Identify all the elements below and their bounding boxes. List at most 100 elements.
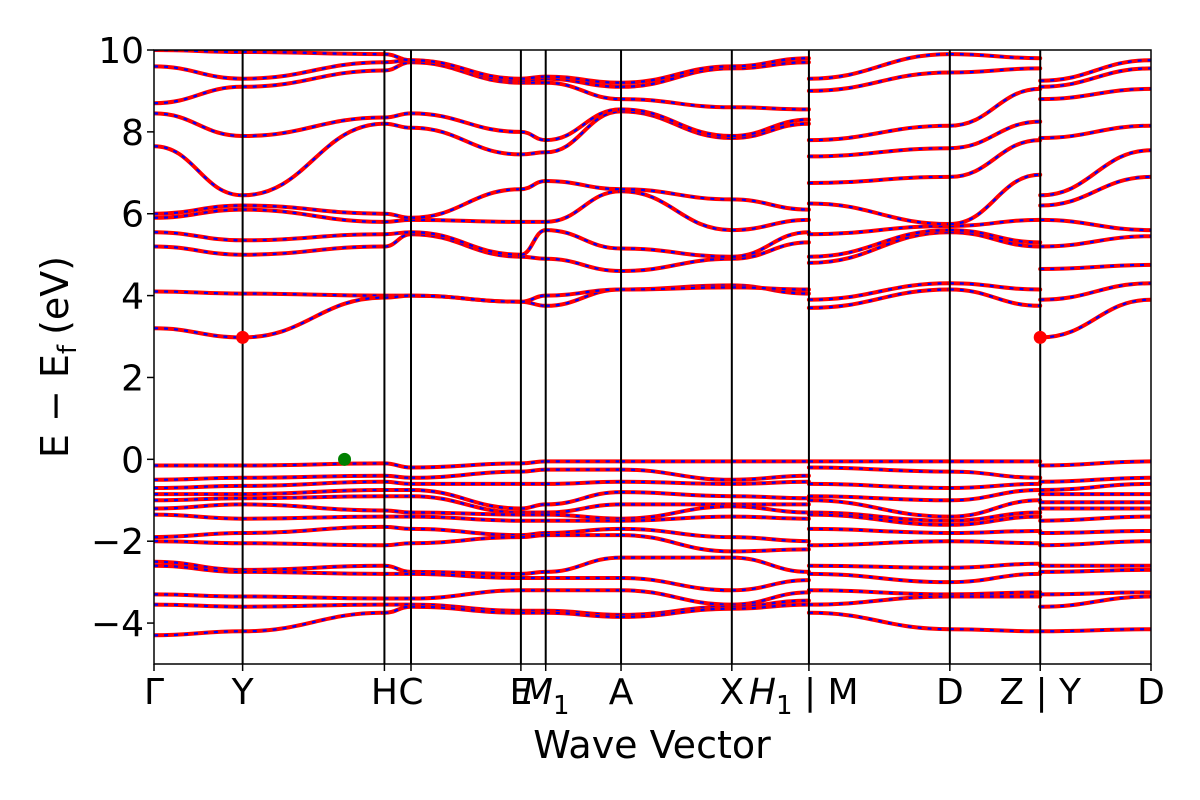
band-1-22-overlay [242,595,385,600]
band-1-10-overlay [242,50,385,56]
y-axis-title-main: E − E [33,354,77,458]
band-9-14-overlay [949,488,1041,502]
y-tick-label-1: −2 [91,522,144,563]
band-6-9 [619,66,734,89]
band-2-10-overlay [384,53,412,62]
band-8-21-overlay [808,572,950,584]
band-6-2 [619,256,734,273]
band-8-9-overlay [808,71,950,92]
band-7-13 [729,479,811,486]
x-tick-label-8-suffix: | M [793,672,859,713]
band-0-20-overlay [154,560,243,571]
x-tick-label-8-sub: 1 [776,691,793,721]
x-tick-label-1: Y [231,672,255,713]
y-axis-title-unit: (eV) [33,256,77,335]
band-3-17 [409,514,523,523]
band-10-4 [1038,217,1151,233]
y-tick-label-3: 2 [121,358,144,399]
band-6-13 [619,479,734,486]
band-0-12-overlay [154,476,243,481]
x-tick-label-4-main: E [510,672,533,713]
band-3-6 [409,125,523,157]
band-0-7 [154,111,245,138]
band-1-3-overlay [242,233,385,242]
band-5-10 [543,74,623,85]
band-2-13-overlay [384,480,412,485]
band-2-6-overlay [384,122,412,129]
band-10-5 [1038,174,1151,208]
x-tick-label-9-main: D [936,672,964,713]
band-3-11 [409,461,523,470]
band-5-9 [543,76,623,89]
band-1-18-overlay [242,525,385,535]
x-tick-label-8: H1 | M [749,672,859,721]
band-1-21-overlay [242,570,385,575]
y-axis-title-subscript: f [53,344,83,354]
band-8-1-overlay [808,282,950,301]
plot-frame [153,49,1152,665]
x-tick-label-3-main: C [398,672,423,713]
band-7-4 [729,217,811,233]
x-tick-label-5-sub: 1 [553,691,570,721]
band-3-24 [409,604,523,615]
band-2-20-overlay [384,564,412,573]
x-tick-label-6: A [609,672,634,713]
band-1-17-overlay [242,515,385,520]
x-tick-label-0-main: Γ [144,672,164,713]
x-tick-label-2-main: H [371,672,398,713]
band-3-7 [409,111,523,134]
band-8-10-overlay [808,53,950,80]
band-1-16-overlay [242,503,385,512]
band-7-1 [729,285,811,292]
band-10-0-overlay [1040,298,1151,339]
y-tick-label-5: 6 [121,195,144,236]
x-tick-label-9: D [936,672,964,713]
y-tick-label-2: 0 [121,440,144,481]
band-2-16-overlay [384,509,412,514]
band-5-5 [543,179,623,192]
band-6-17 [619,514,734,523]
x-tick-label-5-main: M [522,672,553,713]
band-5-6 [543,109,623,155]
band-5-24 [543,610,623,619]
band-4-2-overlay [520,255,546,260]
x-tick-label-11: D [1137,672,1165,713]
band-0-3-overlay [154,231,243,242]
band-8-14-overlay [808,495,950,502]
y-tick-label-7: 10 [98,31,144,72]
band-0-4-overlay [154,208,243,219]
band-7-5 [729,197,811,212]
band-8-2-overlay [808,231,950,264]
band-8-23-overlay [808,595,950,606]
band-0-6-overlay [154,145,243,197]
x-tick-label-10-main: Z | Y [999,672,1082,713]
band-0-8-overlay [154,85,243,105]
band-4-1-overlay [520,294,546,303]
band-1-20-overlay [242,564,385,571]
x-tick-label-8-main: H [749,672,776,713]
band-6-12 [619,467,734,482]
band-6-24 [619,606,734,619]
band-5-20 [543,555,623,574]
band-9-6-overlay [949,139,1041,178]
band-4-14-overlay [520,503,546,510]
band-2-8-overlay [384,61,412,72]
band-4-20-overlay [520,570,546,575]
band-2-4-overlay [384,218,412,223]
band-8-18-overlay [808,527,950,535]
band-1-24-overlay [242,611,385,633]
band-7-6 [729,121,811,140]
band-5-3 [543,228,623,251]
band-7-18 [729,535,811,544]
band-1-2-overlay [242,245,385,256]
band-6-22 [619,588,734,607]
band-9-15-overlay [949,499,1041,518]
band-5-18 [543,526,623,535]
band-7-7 [729,117,811,138]
band-8-13-overlay [808,482,950,490]
band-7-9 [729,60,811,71]
band-4-5-overlay [520,179,546,191]
band-3-10 [409,58,523,81]
x-tick-label-7: X [719,672,744,713]
band-6-18 [619,526,734,540]
